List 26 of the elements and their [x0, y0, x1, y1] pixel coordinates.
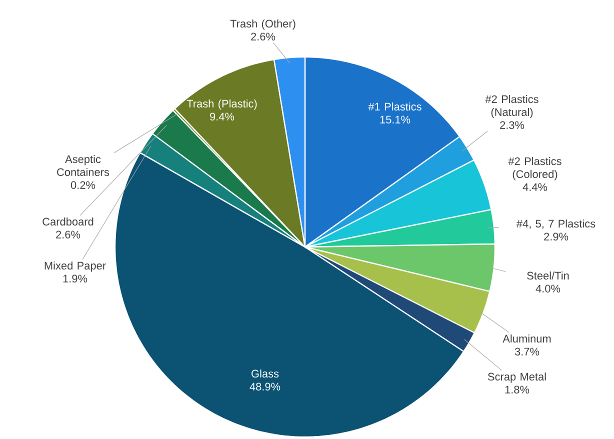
slice-label: #2 Plastics (Colored): [508, 157, 562, 180]
data-label: 4.4%: [522, 183, 548, 191]
slice-label: Trash (Plastic): [186, 100, 257, 110]
slice-label: Trash (Other): [230, 19, 296, 30]
slice-label: Aluminum: [502, 334, 551, 343]
data-label: 2.6%: [56, 230, 80, 238]
slice-label: #2 Plastics (Natural): [485, 95, 538, 118]
data-label: 48.9%: [250, 382, 280, 390]
slice-label: Aseptic Containers: [57, 155, 110, 176]
data-label: 0.2%: [70, 181, 96, 189]
data-label: 1.8%: [505, 386, 530, 394]
slice-label: Cardboard: [42, 218, 94, 226]
data-label: 1.9%: [63, 274, 88, 282]
data-label: 15.1%: [380, 116, 410, 124]
data-label: 2.6%: [251, 32, 276, 40]
slice-label: Scrap Metal: [488, 372, 546, 383]
data-label: 9.4%: [210, 112, 234, 120]
slice-label: Steel/Tin: [527, 272, 569, 280]
data-label: 2.9%: [544, 232, 568, 240]
slice-label: #1 Plastics: [368, 102, 422, 111]
data-label: 2.3%: [500, 121, 524, 129]
slice-label: Glass: [252, 370, 279, 378]
slice-label: Mixed Paper: [44, 262, 106, 272]
data-label: 4.0%: [536, 284, 560, 292]
data-label: 3.7%: [514, 348, 540, 356]
slice-label: #4, 5, 7 Plastics: [516, 220, 596, 229]
